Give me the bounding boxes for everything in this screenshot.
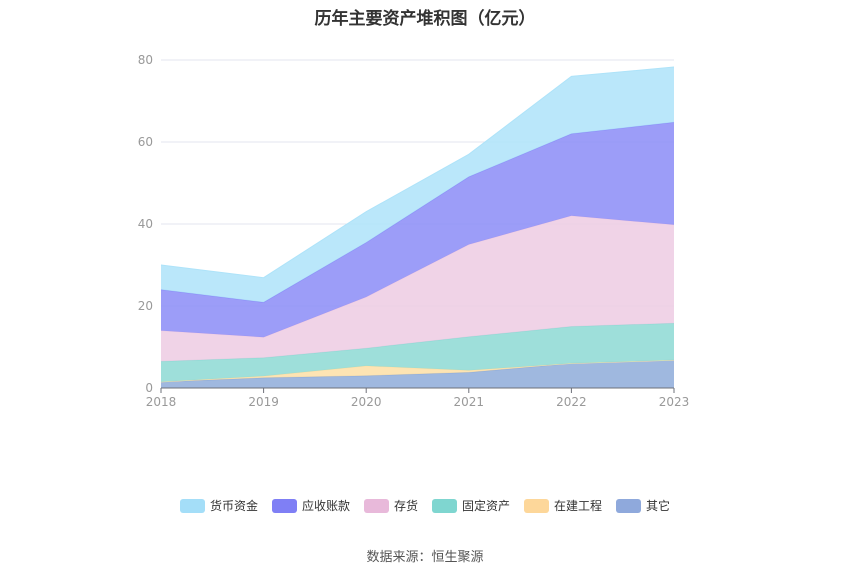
legend-swatch-cash [179, 498, 205, 513]
y-tick-label: 60 [138, 135, 153, 149]
legend-label-receivables: 应收账款 [301, 499, 350, 513]
legend: 货币资金 应收账款 存货 固定资产 在建工程 其它 [0, 497, 850, 514]
y-tick-label: 0 [145, 381, 153, 395]
legend-item-fixed-assets[interactable]: 固定资产 [432, 497, 510, 514]
x-tick-label: 2018 [146, 395, 177, 409]
y-tick-label: 40 [138, 217, 153, 231]
legend-item-receivables[interactable]: 应收账款 [271, 497, 350, 514]
area-series-3[interactable] [161, 215, 674, 362]
x-tick-label: 2019 [248, 395, 279, 409]
y-tick-label: 80 [138, 53, 153, 67]
y-tick-label: 20 [138, 299, 153, 313]
legend-swatch-fixed-assets [432, 498, 457, 513]
legend-item-cash[interactable]: 货币资金 [179, 497, 258, 514]
legend-item-inventory[interactable]: 存货 [363, 497, 418, 514]
x-tick-label: 2021 [454, 395, 485, 409]
x-tick-label: 2023 [659, 395, 690, 409]
area-series-0[interactable] [161, 360, 674, 388]
axes: 0 20 40 60 80 2018 2019 2020 2021 2022 2023 [138, 53, 690, 409]
legend-label-cash: 货币资金 [209, 499, 258, 513]
legend-label-inventory: 存货 [393, 499, 418, 513]
legend-swatch-receivables [271, 498, 297, 513]
x-tick-label: 2020 [351, 395, 382, 409]
legend-label-other: 其它 [646, 499, 671, 513]
legend-item-construction[interactable]: 在建工程 [524, 497, 602, 514]
area-series-4[interactable] [161, 122, 674, 338]
data-source-note: 数据来源：恒生聚源 [366, 550, 484, 565]
x-tick-label: 2022 [556, 395, 587, 409]
legend-item-other[interactable]: 其它 [616, 497, 670, 514]
legend-label-fixed-assets: 固定资产 [462, 499, 511, 513]
legend-swatch-other [616, 498, 642, 513]
legend-swatch-construction [524, 498, 550, 513]
area-series-2[interactable] [161, 323, 674, 382]
area-series-5[interactable] [161, 67, 674, 303]
area-edge-5 [160, 66, 675, 279]
chart-title: 历年主要资产堆积图（亿元） [314, 9, 536, 29]
legend-swatch-inventory [363, 498, 389, 513]
legend-label-construction: 在建工程 [554, 499, 603, 513]
area-series [160, 66, 675, 388]
